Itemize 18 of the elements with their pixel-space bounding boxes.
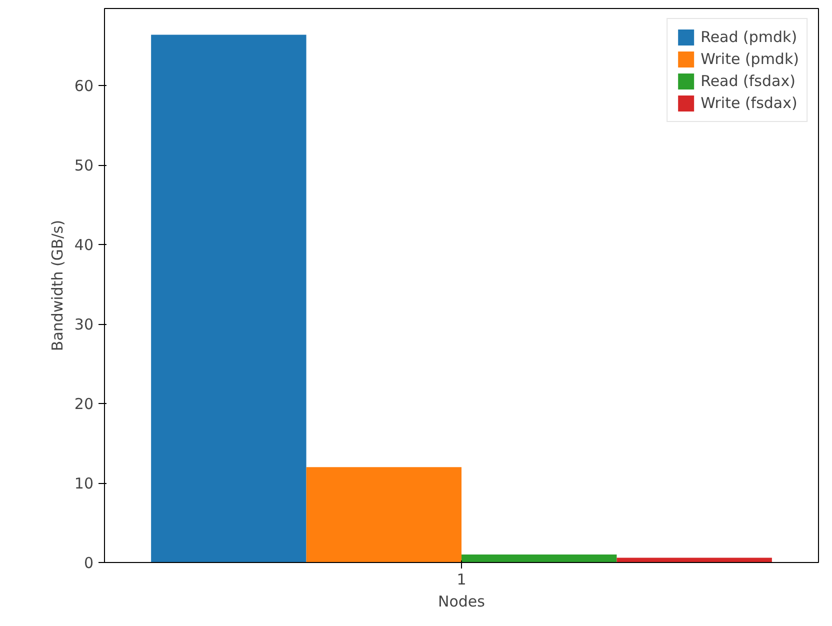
y-tick-label: 20 [74,395,94,414]
bar [462,554,617,562]
legend-label: Read (pmdk) [700,28,798,46]
y-tick-label: 60 [74,77,94,96]
bar [151,34,306,562]
legend-label: Read (fsdax) [700,72,796,90]
y-tick-label: 0 [84,554,94,572]
x-tick-label: 1 [456,570,466,588]
y-tick-label: 50 [74,156,94,175]
y-tick-label: 40 [74,236,94,254]
legend-label: Write (pmdk) [700,50,799,68]
x-axis-title: Nodes [438,592,486,610]
legend-label: Write (fsdax) [700,94,798,112]
y-tick-label: 10 [74,474,94,493]
bar [616,558,772,562]
y-tick-label: 30 [74,316,94,334]
y-axis-title: Bandwidth (GB/s) [48,220,66,352]
bar [306,467,462,562]
